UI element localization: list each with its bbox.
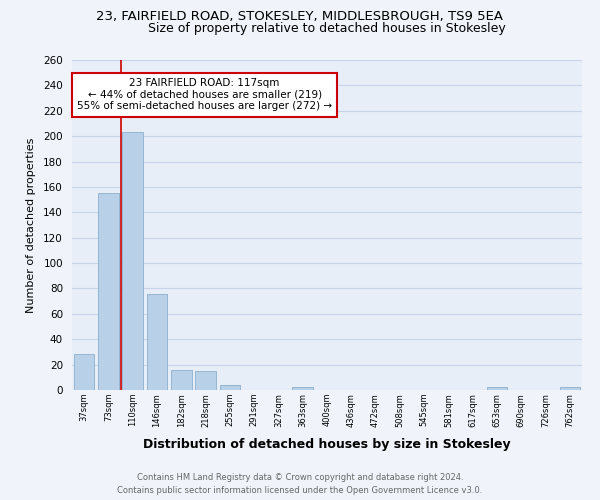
Bar: [171, 370, 191, 390]
Bar: [220, 385, 240, 390]
Y-axis label: Number of detached properties: Number of detached properties: [26, 138, 36, 312]
Text: 23, FAIRFIELD ROAD, STOKESLEY, MIDDLESBROUGH, TS9 5EA: 23, FAIRFIELD ROAD, STOKESLEY, MIDDLESBR…: [97, 10, 503, 23]
Bar: [195, 371, 216, 390]
Title: Size of property relative to detached houses in Stokesley: Size of property relative to detached ho…: [148, 22, 506, 35]
Bar: [98, 194, 119, 390]
Bar: [560, 388, 580, 390]
Bar: [122, 132, 143, 390]
Bar: [292, 388, 313, 390]
Bar: [487, 388, 508, 390]
Bar: [146, 294, 167, 390]
Text: 23 FAIRFIELD ROAD: 117sqm
← 44% of detached houses are smaller (219)
55% of semi: 23 FAIRFIELD ROAD: 117sqm ← 44% of detac…: [77, 78, 332, 112]
X-axis label: Distribution of detached houses by size in Stokesley: Distribution of detached houses by size …: [143, 438, 511, 451]
Bar: [74, 354, 94, 390]
Text: Contains HM Land Registry data © Crown copyright and database right 2024.
Contai: Contains HM Land Registry data © Crown c…: [118, 473, 482, 495]
